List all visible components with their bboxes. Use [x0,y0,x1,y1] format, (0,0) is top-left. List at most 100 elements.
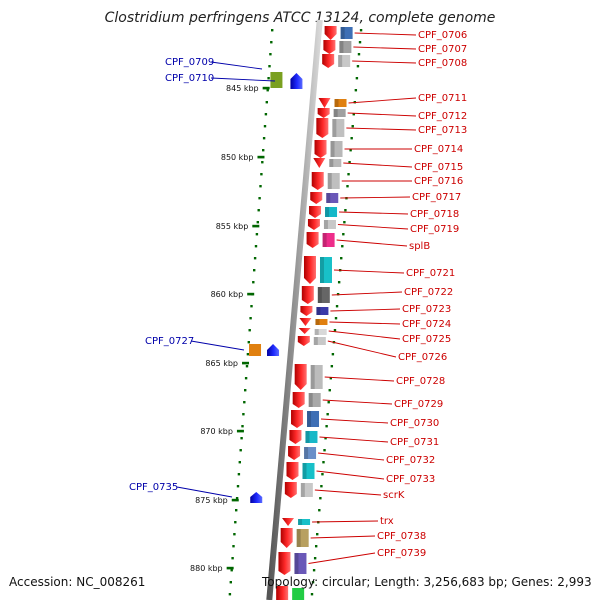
gene-body [286,462,299,476]
homolog-block [310,365,323,389]
homolog-shade [325,207,330,217]
homolog-shade [294,553,299,574]
gene-arrowhead [322,64,335,68]
homolog-block [314,329,327,335]
homolog-block [338,55,351,67]
homolog-shade [300,483,305,497]
homolog-block [300,483,313,497]
label-leader [308,552,376,564]
kbp-tick [257,155,265,159]
outer-scale-dot [330,365,334,368]
homolog-block [317,287,330,303]
homolog-shade [330,141,335,157]
scale-dot [246,353,250,356]
scale-dot [261,161,264,164]
gene-label: CPF_0721 [406,268,455,279]
gene-arrow [318,98,331,108]
minus-strand-gene: CPF_0709 [165,57,283,88]
kbp-label: 860 kbp [211,290,244,299]
gene-arrowhead [286,476,299,480]
gene-label: CPF_0722 [404,287,453,298]
plus-strand-gene: CPF_0706 [324,26,467,41]
gene-arrowhead [317,114,330,118]
label-leader [310,535,376,539]
outer-scale-dot [352,113,355,116]
homolog-shade [319,257,324,283]
gene-arrowhead [314,154,327,158]
homolog-shade [308,393,313,407]
scale-dot [264,113,268,116]
homolog-block [315,319,328,325]
homolog-block [294,553,307,574]
homolog-block [305,431,318,443]
label-leader [339,211,409,215]
outer-scale-dot [333,329,337,332]
gene-arrow [250,492,263,503]
homolog-block [326,193,339,203]
scale-dot [253,269,256,272]
kbp-tick [242,361,250,365]
plus-strand-gene: CPF_0739 [278,548,426,575]
label-leader [330,308,401,312]
kbp-label: 880 kbp [190,564,223,573]
outer-scale-dot [310,593,314,596]
outer-scale-dot [346,185,349,188]
gene-label: CPF_0739 [377,548,426,559]
outer-scale-dot [336,293,340,296]
scale-dot [270,41,273,44]
scale-dot [241,425,244,428]
accession-text: Accession: NC_008261 [9,575,146,589]
homolog-block [319,257,332,283]
outer-scale-dot [350,137,353,140]
topology-text: Topology: circular; Length: 3,256,683 bp… [262,575,592,589]
gene-body [306,232,319,244]
scale-dot [254,245,258,248]
label-leader [353,46,417,50]
gene-body [292,392,305,404]
outer-scale-dot [318,509,321,512]
outer-scale-dot [311,581,315,584]
homolog-shade [317,287,322,303]
outer-scale-dot [357,53,361,56]
gene-label: CPF_0730 [390,418,439,429]
homolog-block [330,141,343,157]
homolog-block [304,447,317,459]
label-leader [333,269,405,274]
gene-arrow [324,26,337,40]
scale-dot [249,317,252,320]
gene-label: CPF_0715 [414,162,463,173]
homolog-block [296,529,309,547]
label-leader [347,112,417,117]
plus-strand-gene-partial [276,586,289,600]
label-leader [190,340,245,351]
gene-body [297,336,310,342]
scale-dot [234,521,237,524]
label-leader [319,436,389,443]
gene-label: CPF_0724 [402,319,451,330]
homolog-block [327,173,340,189]
homolog-shade [327,173,332,189]
outer-scale-dot [356,65,360,68]
gene-body [284,482,297,494]
gene-label: CPF_0710 [165,73,214,84]
homolog-shade [326,193,331,203]
gene-label: CPF_0713 [418,125,467,136]
homolog-shade [338,55,343,67]
homolog-block [323,220,336,229]
homolog-block-partial [292,588,305,600]
scale-dot [242,413,245,416]
gene-arrow [299,318,312,326]
gene-body [300,306,313,312]
scale-dot [271,29,274,32]
plus-strand-gene: trx [282,516,394,527]
homolog-shade [305,431,310,443]
label-leader [176,486,233,498]
scale-dot [258,197,261,200]
gene-arrow [290,73,303,89]
genome-backbone [266,19,323,600]
scale-dot [244,389,247,392]
homolog-block [270,72,283,88]
scale-dot [263,125,267,128]
scale-dot [228,593,232,596]
